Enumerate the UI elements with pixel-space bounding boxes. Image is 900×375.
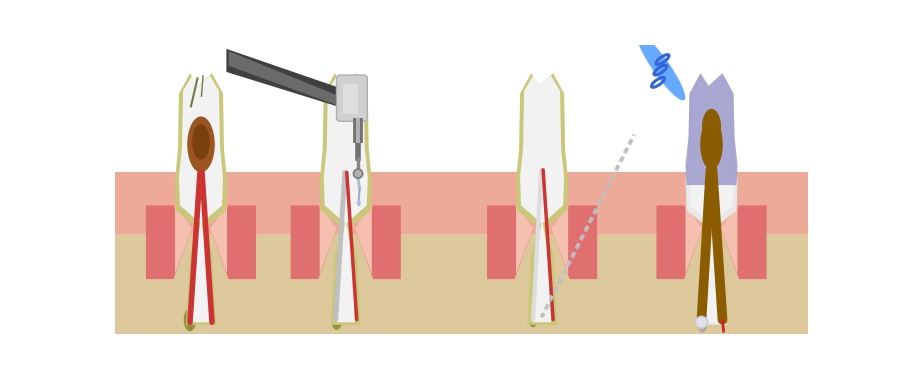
Polygon shape bbox=[656, 206, 703, 279]
Polygon shape bbox=[721, 206, 767, 279]
Ellipse shape bbox=[528, 307, 538, 327]
Polygon shape bbox=[686, 206, 703, 274]
Ellipse shape bbox=[702, 109, 721, 144]
Polygon shape bbox=[516, 73, 568, 325]
Polygon shape bbox=[115, 172, 280, 234]
Polygon shape bbox=[343, 84, 358, 114]
Ellipse shape bbox=[357, 200, 361, 206]
Ellipse shape bbox=[331, 310, 342, 330]
Polygon shape bbox=[487, 206, 533, 279]
Polygon shape bbox=[689, 76, 733, 322]
Polygon shape bbox=[623, 234, 808, 334]
Polygon shape bbox=[175, 73, 227, 325]
Polygon shape bbox=[623, 172, 808, 234]
Polygon shape bbox=[175, 206, 192, 274]
Polygon shape bbox=[721, 206, 737, 274]
Circle shape bbox=[354, 169, 363, 178]
Polygon shape bbox=[179, 76, 223, 322]
Polygon shape bbox=[280, 234, 450, 334]
Ellipse shape bbox=[193, 124, 210, 160]
Polygon shape bbox=[551, 206, 568, 274]
Polygon shape bbox=[355, 206, 372, 274]
Polygon shape bbox=[229, 51, 337, 105]
FancyBboxPatch shape bbox=[337, 75, 367, 121]
Polygon shape bbox=[280, 172, 450, 234]
Circle shape bbox=[696, 316, 707, 328]
Ellipse shape bbox=[184, 308, 196, 331]
Polygon shape bbox=[355, 206, 400, 279]
Ellipse shape bbox=[637, 33, 685, 101]
Ellipse shape bbox=[700, 119, 723, 170]
Polygon shape bbox=[551, 206, 598, 279]
Polygon shape bbox=[450, 234, 631, 334]
Polygon shape bbox=[210, 206, 227, 274]
Polygon shape bbox=[686, 73, 737, 325]
Polygon shape bbox=[146, 206, 192, 279]
Polygon shape bbox=[291, 206, 337, 279]
Polygon shape bbox=[320, 73, 372, 325]
Polygon shape bbox=[324, 76, 368, 322]
Ellipse shape bbox=[663, 28, 677, 44]
Polygon shape bbox=[210, 206, 256, 279]
Polygon shape bbox=[686, 73, 737, 185]
Ellipse shape bbox=[187, 117, 215, 172]
Polygon shape bbox=[115, 234, 280, 334]
Polygon shape bbox=[227, 49, 338, 106]
Polygon shape bbox=[520, 76, 564, 322]
Ellipse shape bbox=[343, 91, 349, 101]
Polygon shape bbox=[320, 206, 337, 274]
Polygon shape bbox=[516, 206, 533, 274]
Ellipse shape bbox=[698, 317, 707, 333]
Polygon shape bbox=[450, 172, 631, 234]
